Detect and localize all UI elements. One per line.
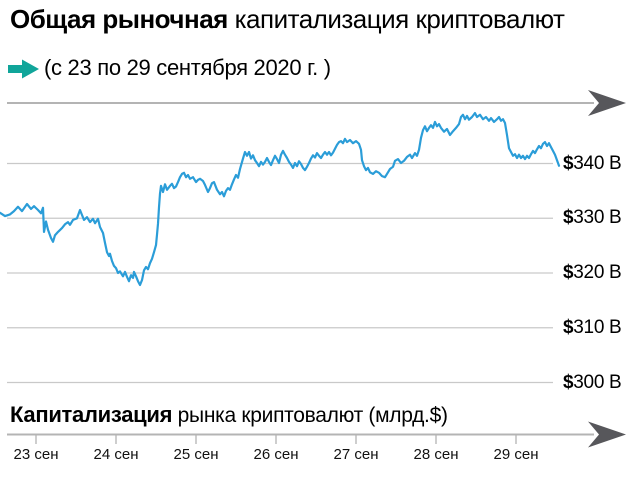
x-axis-label: 23 сен (13, 446, 59, 463)
y-axis-label: $300 B (563, 371, 622, 393)
x-axis-label: 27 сен (333, 446, 379, 463)
x-axis-label: 24 сен (93, 446, 139, 463)
x-axis-title-regular: рынка криптовалют (млрд.$) (172, 404, 448, 427)
page-title-bold: Общая рыночная (10, 4, 228, 34)
y-axis-label: $320 B (563, 262, 622, 283)
x-axis-title-bold: Капитализация (10, 402, 173, 427)
currency-symbol: $ (563, 207, 574, 229)
page-title-regular: капитализация криптовалют (227, 4, 565, 34)
x-axis-label: 25 сен (173, 446, 219, 463)
currency-symbol: $ (563, 371, 574, 393)
currency-symbol: $ (563, 152, 574, 174)
x-axis-label: 26 сен (253, 446, 299, 463)
x-axis-label: 28 сен (413, 446, 459, 463)
x-axis-title: Капитализация рынка криптовалют (млрд.$) (10, 402, 448, 428)
chart-subtitle: (с 23 по 29 сентября 2020 г. ) (44, 55, 331, 80)
market-cap-line (0, 111, 561, 287)
currency-symbol: $ (563, 262, 574, 283)
y-axis-label: $340 B (563, 152, 622, 174)
x-axis-label: 29 сен (493, 446, 539, 463)
top-axis-arrowhead-icon (588, 90, 626, 116)
page-title: Общая рыночная капитализация криптовалют (10, 4, 565, 34)
right-arrow-icon (8, 59, 39, 79)
currency-symbol: $ (563, 316, 574, 338)
bottom-axis-arrowhead-icon (588, 421, 626, 448)
y-axis-label: $330 B (563, 207, 622, 229)
y-axis-label: $310 B (563, 316, 622, 338)
